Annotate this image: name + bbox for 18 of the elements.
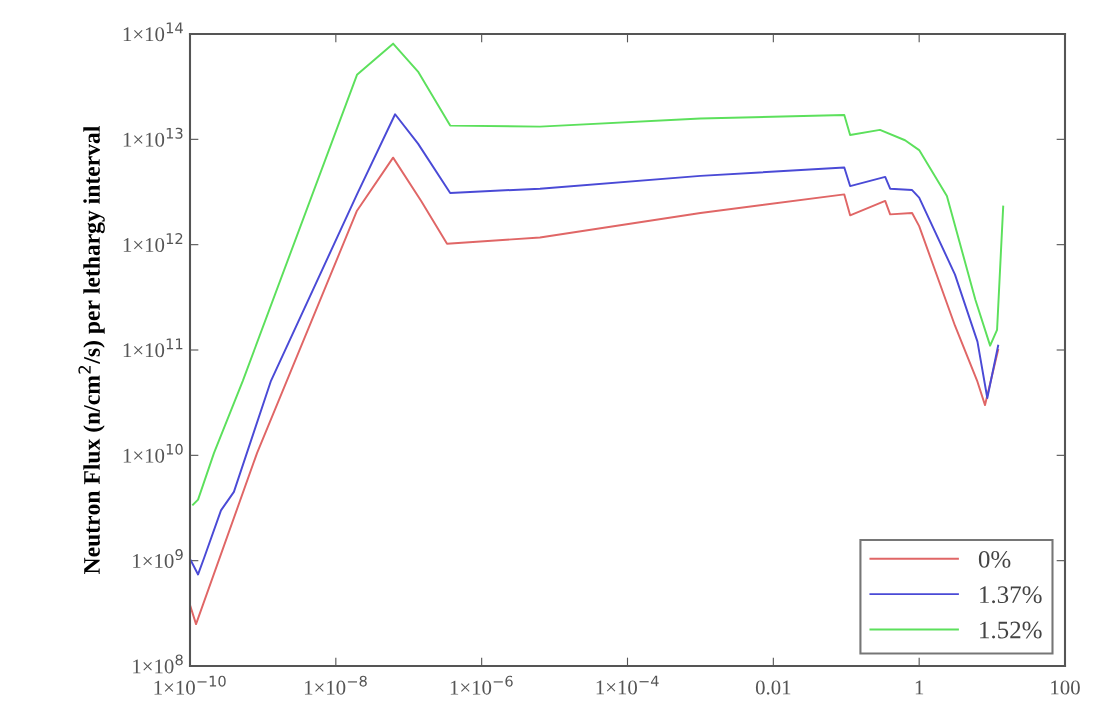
x-tick-label: 1×10$^{−10}$ bbox=[154, 675, 226, 695]
x-tick-label: 1×10$^{−6}$ bbox=[450, 675, 513, 695]
x-tick-label: 1 bbox=[915, 680, 924, 695]
x-tick-label: 100 bbox=[1051, 680, 1080, 695]
y-tick-label: 1×10$^{12}$ bbox=[123, 233, 183, 253]
y-tick-label: 1×10$^{8}$ bbox=[133, 654, 183, 674]
y-axis-title: Neutron Flux (n/cm$^{2}$/s) per lethargy interval bbox=[78, 126, 105, 574]
y-tick-label: 1×10$^{11}$ bbox=[123, 338, 183, 358]
x-tick-label: 1×10$^{−4}$ bbox=[596, 675, 659, 695]
y-tick-label: 1×10$^{9}$ bbox=[133, 549, 183, 569]
y-tick-label: 1×10$^{13}$ bbox=[123, 127, 183, 147]
legend-label: 1.52% bbox=[980, 621, 1042, 639]
legend-label: 1.37% bbox=[980, 586, 1042, 604]
y-tick-label: 1×10$^{10}$ bbox=[123, 443, 183, 463]
y-tick-label: 1×10$^{14}$ bbox=[123, 22, 183, 42]
x-tick-label: 1×10$^{−8}$ bbox=[304, 675, 367, 695]
x-tick-label: 0.01 bbox=[755, 680, 791, 695]
legend-label: 0% bbox=[978, 550, 1011, 568]
